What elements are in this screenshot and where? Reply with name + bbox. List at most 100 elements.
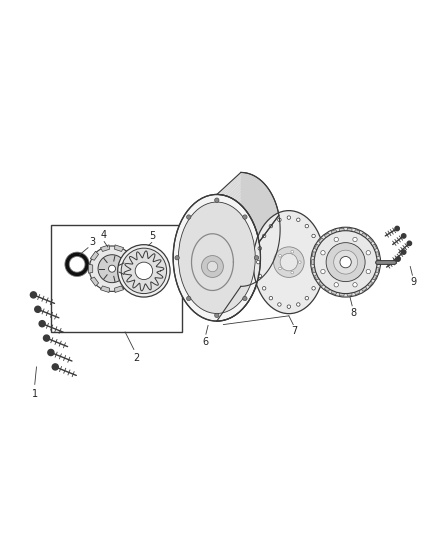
Polygon shape [252,260,274,295]
Circle shape [258,274,261,278]
Circle shape [201,256,223,277]
Text: 1: 1 [32,389,38,399]
Circle shape [187,215,191,219]
Polygon shape [247,269,269,304]
Circle shape [254,256,259,260]
Circle shape [43,335,49,341]
Circle shape [366,251,371,255]
Polygon shape [256,251,277,285]
Circle shape [89,246,135,292]
Polygon shape [347,292,352,296]
Polygon shape [255,254,276,288]
Polygon shape [236,178,260,202]
Polygon shape [245,271,268,306]
Polygon shape [221,173,246,195]
Polygon shape [246,187,268,213]
Circle shape [280,253,297,271]
Bar [51,225,182,332]
Circle shape [274,247,304,277]
Circle shape [298,261,301,263]
Polygon shape [256,205,277,234]
Polygon shape [228,284,253,319]
Polygon shape [238,180,261,204]
Text: 4: 4 [100,230,106,240]
Circle shape [407,241,412,246]
Polygon shape [223,173,248,196]
Circle shape [278,303,281,306]
Circle shape [312,234,315,238]
Polygon shape [125,251,134,260]
Circle shape [316,247,320,250]
Polygon shape [332,230,337,235]
Circle shape [262,287,266,290]
Polygon shape [354,290,360,295]
Circle shape [305,224,308,228]
Polygon shape [371,274,377,280]
Polygon shape [243,273,266,309]
Polygon shape [225,285,251,320]
Ellipse shape [178,202,255,313]
Circle shape [340,256,351,268]
Polygon shape [260,222,280,254]
Polygon shape [252,197,274,224]
Ellipse shape [173,195,261,321]
Circle shape [353,237,357,241]
Circle shape [187,296,191,301]
Polygon shape [249,190,271,217]
Polygon shape [131,264,136,273]
Circle shape [269,296,272,300]
Circle shape [291,271,293,274]
Polygon shape [374,252,379,257]
Polygon shape [240,276,264,311]
Polygon shape [100,286,110,293]
Circle shape [334,237,339,241]
Polygon shape [339,228,345,232]
Polygon shape [219,173,244,195]
Polygon shape [374,267,379,272]
Polygon shape [251,195,273,221]
Polygon shape [226,174,251,197]
Circle shape [243,215,247,219]
Polygon shape [325,286,330,292]
Polygon shape [233,281,258,317]
Polygon shape [347,228,352,232]
Circle shape [287,216,290,220]
Circle shape [175,256,179,260]
Circle shape [321,251,325,255]
Circle shape [318,261,321,264]
Circle shape [207,261,218,272]
Circle shape [314,231,377,294]
Circle shape [316,274,320,278]
Polygon shape [376,260,380,265]
Polygon shape [217,286,243,321]
Polygon shape [235,279,260,315]
Ellipse shape [253,211,325,313]
Polygon shape [259,215,279,246]
Polygon shape [114,245,124,252]
Polygon shape [219,286,246,321]
Polygon shape [258,213,279,242]
Circle shape [215,313,219,318]
Circle shape [334,250,357,274]
Polygon shape [254,257,275,292]
Text: 9: 9 [411,277,417,287]
Circle shape [326,243,365,281]
Polygon shape [250,192,272,219]
Circle shape [402,234,406,238]
Polygon shape [319,238,325,244]
Polygon shape [261,229,280,262]
Polygon shape [361,233,367,239]
Circle shape [297,303,300,306]
Polygon shape [354,230,360,235]
Circle shape [402,250,406,254]
Circle shape [257,261,260,264]
Circle shape [396,257,400,261]
Polygon shape [325,233,330,239]
Text: 3: 3 [89,237,95,247]
Polygon shape [255,203,276,231]
Polygon shape [312,252,317,257]
Polygon shape [90,251,99,260]
Polygon shape [361,286,367,292]
Polygon shape [230,175,255,199]
Text: 7: 7 [291,326,297,336]
